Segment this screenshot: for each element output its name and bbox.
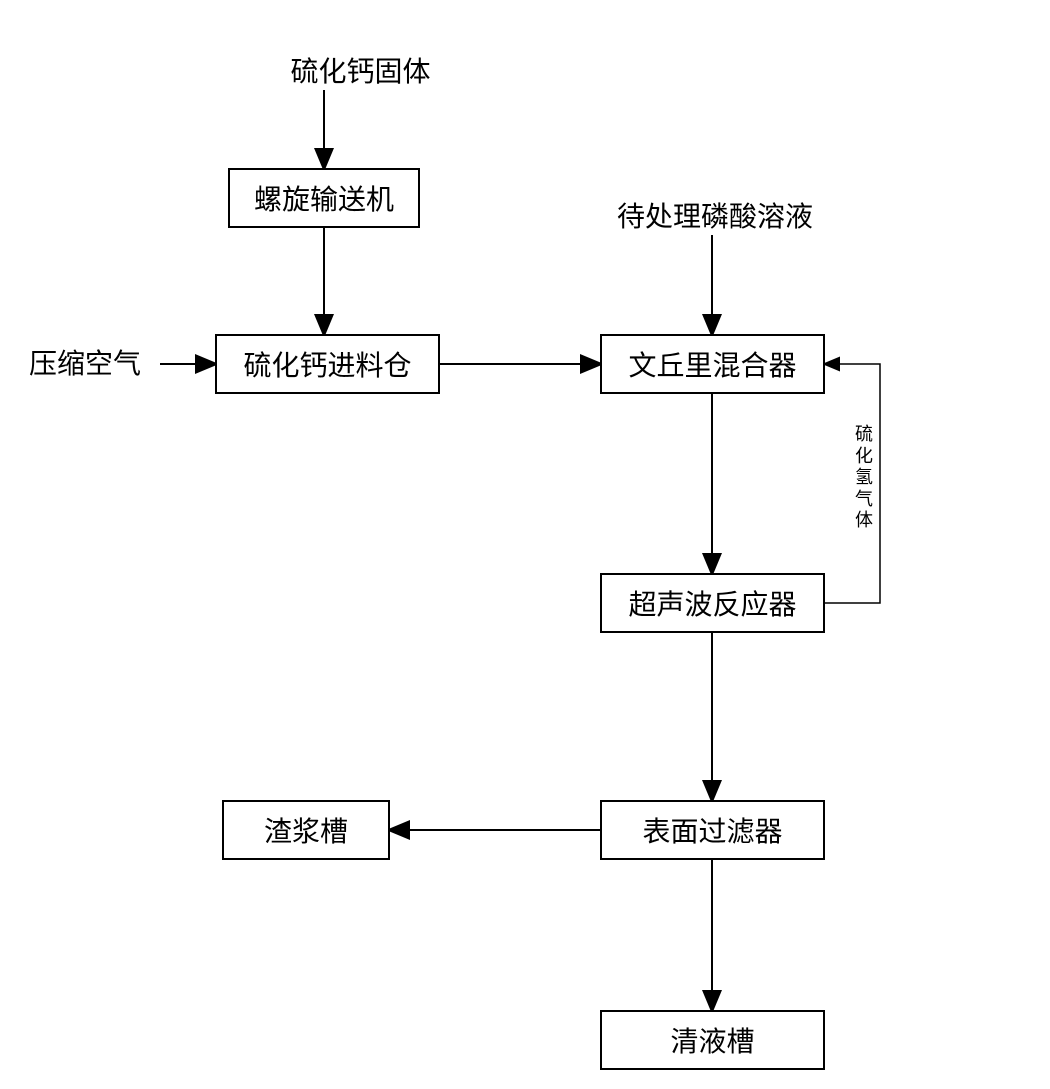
flowchart-label-input3: 压缩空气 <box>20 342 150 382</box>
label-text: 待处理磷酸溶液 <box>617 201 813 232</box>
flowchart-label-input2: 待处理磷酸溶液 <box>585 195 845 235</box>
box-label: 螺旋输送机 <box>254 178 394 218</box>
flowchart-box-box7: 清液槽 <box>600 1010 825 1070</box>
label-text: 硫化钙固体 <box>290 56 430 87</box>
flowchart-box-box5: 表面过滤器 <box>600 800 825 860</box>
flowchart-label-input1: 硫化钙固体 <box>263 50 458 90</box>
flowchart-vertical-label-sidelabel: 硫化氢气体 <box>855 424 875 532</box>
flowchart-box-box3: 文丘里混合器 <box>600 334 825 394</box>
flowchart-box-box6: 渣浆槽 <box>222 800 390 860</box>
flowchart-box-box1: 螺旋输送机 <box>228 168 420 228</box>
box-label: 超声波反应器 <box>628 583 796 623</box>
flowchart-box-box2: 硫化钙进料仓 <box>215 334 440 394</box>
box-label: 文丘里混合器 <box>628 344 796 384</box>
label-text: 压缩空气 <box>29 348 141 379</box>
box-label: 表面过滤器 <box>642 810 782 850</box>
box-label: 清液槽 <box>670 1020 754 1060</box>
box-label: 渣浆槽 <box>264 810 348 850</box>
flowchart-box-box4: 超声波反应器 <box>600 573 825 633</box>
box-label: 硫化钙进料仓 <box>243 344 411 384</box>
vertical-label-text: 硫化氢气体 <box>855 424 873 530</box>
